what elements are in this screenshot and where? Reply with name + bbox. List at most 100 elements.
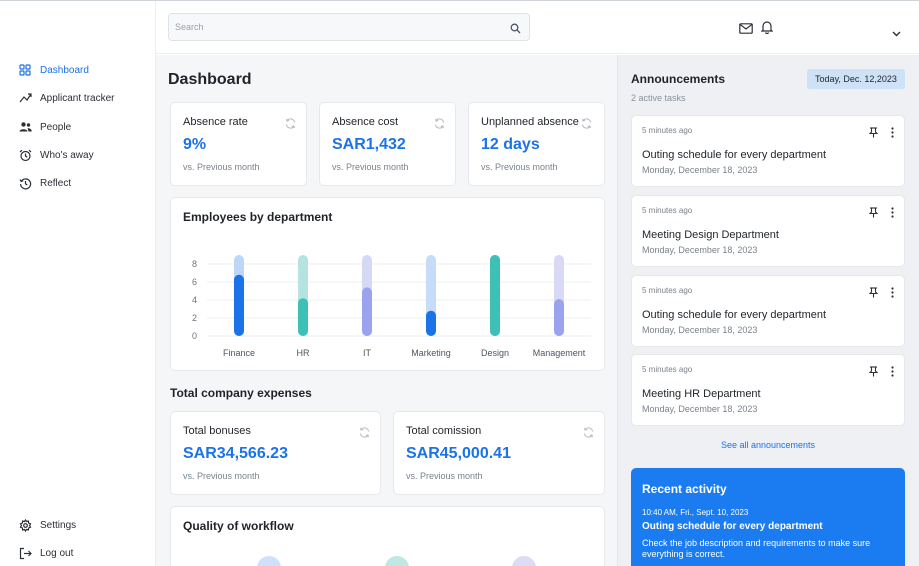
sidebar-item-dashboard[interactable]: Dashboard [18, 63, 89, 77]
search-box [168, 13, 530, 41]
stat-value: SAR45,000.41 [406, 445, 511, 462]
announcement-time: 5 minutes ago [642, 365, 693, 374]
history-icon [18, 176, 32, 190]
sidebar: Dashboard Applicant tracker People Who's… [0, 1, 156, 566]
sidebar-item-label: Who's away [40, 149, 94, 161]
x-tick-label: Management [533, 348, 586, 358]
activity-title: Recent activity [642, 482, 727, 496]
workflow-title: Quality of workflow [183, 519, 294, 533]
sidebar-item-label: Log out [40, 547, 74, 559]
chevron-down-icon[interactable] [892, 24, 901, 42]
announcement-name: Meeting Design Department [642, 229, 779, 241]
stat-value: SAR1,432 [332, 136, 406, 153]
stat-card-absence-rate: Absence rate 9% vs. Previous month [170, 102, 307, 186]
stat-title: Absence rate [183, 116, 248, 128]
bar [490, 255, 500, 336]
sidebar-item-label: Dashboard [40, 64, 89, 76]
workflow-bubble [257, 556, 281, 566]
activity-time: 10:40 AM, Fri., Sept. 10, 2023 [642, 508, 749, 517]
stat-value: SAR34,566.23 [183, 445, 288, 462]
page-title: Dashboard [168, 71, 252, 88]
date-badge: Today, Dec. 12,2023 [807, 69, 905, 89]
more-vertical-icon[interactable] [891, 205, 894, 223]
stat-title: Absence cost [332, 116, 399, 128]
sidebar-item-label: Applicant tracker [40, 92, 115, 104]
more-vertical-icon[interactable] [891, 364, 894, 382]
announcement-date: Monday, December 18, 2023 [642, 245, 758, 255]
sidebar-item-whos-away[interactable]: Who's away [18, 148, 94, 162]
pin-icon[interactable] [868, 364, 879, 382]
more-vertical-icon[interactable] [891, 125, 894, 143]
announcement-name: Outing schedule for every department [642, 309, 827, 321]
search-icon[interactable] [510, 21, 521, 39]
logout-icon [18, 546, 32, 560]
bar [554, 299, 564, 336]
refresh-icon[interactable] [583, 425, 594, 443]
workflow-card: Quality of workflow [170, 506, 605, 566]
employees-bar-chart: 0 2 4 6 8 Finance HR IT Marketing Design Managemen… [192, 255, 591, 358]
pin-icon[interactable] [868, 285, 879, 303]
workflow-bubble [385, 556, 409, 566]
alarm-icon [18, 148, 32, 162]
recent-activity-card: Recent activity 10:40 AM, Fri., Sept. 10… [631, 468, 905, 566]
announcement-name: Meeting HR Department [642, 388, 761, 400]
stat-card-unplanned-absence: Unplanned absence 12 days vs. Previous m… [468, 102, 605, 186]
y-tick-label: 6 [192, 277, 197, 287]
grid-icon [18, 63, 32, 77]
workflow-chart [257, 556, 536, 566]
pin-icon[interactable] [868, 205, 879, 223]
header [156, 1, 919, 54]
bar [298, 298, 308, 336]
sidebar-item-label: Reflect [40, 177, 72, 189]
mail-icon[interactable] [739, 21, 753, 39]
sidebar-item-applicant-tracker[interactable]: Applicant tracker [18, 91, 114, 105]
announcement-date: Monday, December 18, 2023 [642, 165, 758, 175]
trend-icon [18, 91, 32, 105]
sidebar-item-settings[interactable]: Settings [18, 518, 76, 532]
x-tick-label: IT [363, 348, 372, 358]
main-content: Dashboard Absence rate 9% vs. Previous m… [156, 55, 617, 566]
refresh-icon[interactable] [285, 116, 296, 134]
announcements-panel: Announcements Today, Dec. 12,2023 2 acti… [617, 55, 919, 566]
stat-title: Total comission [406, 425, 482, 437]
bar [426, 310, 436, 336]
pin-icon[interactable] [868, 125, 879, 143]
sidebar-item-label: Settings [40, 519, 77, 531]
stat-value: 12 days [481, 136, 540, 153]
announcement-name: Outing schedule for every department [642, 149, 827, 161]
stat-sub: vs. Previous month [332, 162, 409, 172]
announcement-card[interactable]: 5 minutes ago Outing schedule for every … [631, 115, 905, 187]
activity-event[interactable]: Outing schedule for every department [642, 521, 823, 532]
refresh-icon[interactable] [359, 425, 370, 443]
bell-icon[interactable] [760, 20, 774, 39]
see-all-announcements-link[interactable]: See all announcements [720, 440, 816, 450]
employees-chart-card: Employees by department 0 2 4 6 8 Finance HR IT… [170, 197, 605, 371]
stat-sub: vs. Previous month [183, 471, 260, 481]
people-icon [18, 120, 32, 134]
sidebar-item-reflect[interactable]: Reflect [18, 176, 71, 190]
announcement-card[interactable]: 5 minutes ago Outing schedule for every … [631, 275, 905, 347]
x-tick-label: Marketing [411, 348, 451, 358]
y-tick-label: 4 [192, 295, 197, 305]
activity-description: Check the job description and requiremen… [642, 538, 871, 559]
refresh-icon[interactable] [434, 116, 445, 134]
sidebar-item-label: People [40, 121, 72, 133]
search-input[interactable] [169, 14, 489, 40]
announcement-card[interactable]: 5 minutes ago Meeting Design Department … [631, 195, 905, 267]
announcement-time: 5 minutes ago [642, 286, 693, 295]
y-tick-label: 2 [192, 313, 197, 323]
x-tick-label: Design [481, 348, 509, 358]
announcement-date: Monday, December 18, 2023 [642, 404, 758, 414]
chart-title: Employees by department [183, 210, 333, 224]
top-border [0, 0, 919, 1]
expense-card-commission: Total comission SAR45,000.41 vs. Previou… [393, 411, 605, 495]
sidebar-item-logout[interactable]: Log out [18, 546, 73, 560]
announcement-card[interactable]: 5 minutes ago Meeting HR Department Mond… [631, 354, 905, 426]
refresh-icon[interactable] [581, 116, 592, 134]
stat-sub: vs. Previous month [406, 471, 483, 481]
bar [234, 274, 244, 336]
stat-title: Total bonuses [183, 425, 251, 437]
sidebar-item-people[interactable]: People [18, 120, 71, 134]
more-vertical-icon[interactable] [891, 285, 894, 303]
workflow-bubble [512, 556, 536, 566]
